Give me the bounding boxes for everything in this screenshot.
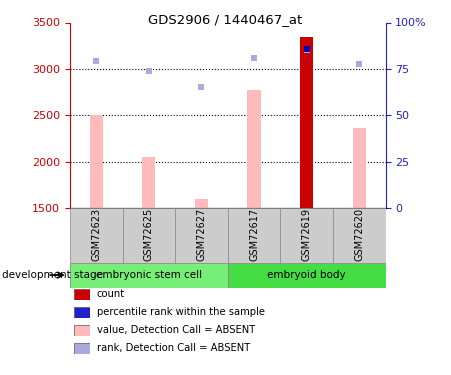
- Bar: [175, 208, 228, 262]
- Text: GSM72627: GSM72627: [197, 208, 207, 261]
- Text: rank, Detection Call = ABSENT: rank, Detection Call = ABSENT: [97, 344, 250, 353]
- Text: embryonic stem cell: embryonic stem cell: [96, 270, 202, 280]
- Bar: [333, 208, 386, 262]
- Bar: [228, 208, 281, 262]
- Bar: [70, 262, 228, 288]
- Text: GSM72623: GSM72623: [91, 208, 101, 261]
- Text: count: count: [97, 290, 125, 299]
- Bar: [70, 208, 123, 262]
- Text: value, Detection Call = ABSENT: value, Detection Call = ABSENT: [97, 326, 255, 335]
- Text: development stage: development stage: [2, 270, 103, 280]
- Text: GSM72617: GSM72617: [249, 208, 259, 261]
- Text: GDS2906 / 1440467_at: GDS2906 / 1440467_at: [148, 13, 303, 26]
- Bar: [195, 199, 208, 208]
- Text: GSM72625: GSM72625: [144, 208, 154, 261]
- Bar: [142, 157, 156, 208]
- Bar: [123, 208, 175, 262]
- Bar: [300, 38, 313, 208]
- Bar: [228, 262, 386, 288]
- Bar: [90, 116, 103, 208]
- Text: embryoid body: embryoid body: [267, 270, 346, 280]
- Bar: [281, 208, 333, 262]
- Text: percentile rank within the sample: percentile rank within the sample: [97, 308, 265, 317]
- Text: GSM72620: GSM72620: [354, 208, 364, 261]
- Bar: [248, 90, 261, 208]
- Text: GSM72619: GSM72619: [302, 208, 312, 261]
- Bar: [353, 128, 366, 208]
